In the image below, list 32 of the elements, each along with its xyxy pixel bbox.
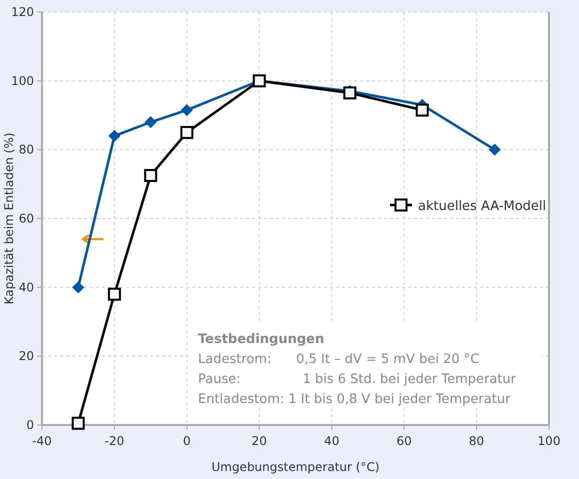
point [416, 104, 429, 117]
y-tick-label: 60 [18, 212, 34, 226]
legend-label: aktuelles AA-Modell [418, 199, 546, 214]
x-tick-label: 100 [538, 434, 560, 448]
x-tick-label: 20 [252, 434, 267, 448]
point [72, 281, 84, 294]
y-tick-label: 20 [18, 349, 34, 364]
y-tick-label: 40 [18, 280, 34, 294]
x-tick-label: -40 [32, 434, 52, 448]
x-tick-label: 40 [324, 434, 340, 448]
y-tick-label: 0 [26, 418, 34, 432]
annotation: Ladestrom: 0,5 It – dV = 5 mV bei 20 °C [198, 352, 480, 367]
x-tick-label: 60 [396, 434, 412, 448]
point [72, 416, 85, 430]
x-tick-label: -20 [104, 434, 124, 448]
point [180, 104, 193, 116]
x-tick-label: 0 [183, 434, 191, 448]
annotation: Testbedingungen [198, 332, 324, 347]
point [108, 130, 120, 142]
y-tick-label: 80 [18, 142, 34, 157]
point [144, 168, 158, 182]
y-axis-title: Kapazität beim Entladen (%) [2, 132, 16, 304]
y-tick-label: 100 [11, 74, 34, 88]
x-tick-label: 80 [468, 434, 484, 448]
point [144, 116, 157, 128]
annotation: Pause: 1 bis 6 Std. bei jeder Temperatur [198, 372, 517, 387]
point [488, 144, 501, 156]
point [180, 126, 194, 139]
annotation: Entladestom: 1 It bis 0,8 V bei jeder Temperatur [198, 392, 512, 407]
y-tick-label: 120 [11, 5, 34, 19]
point [108, 288, 121, 301]
x-axis-title: Umgebungstemperatur (°C) [211, 460, 380, 474]
